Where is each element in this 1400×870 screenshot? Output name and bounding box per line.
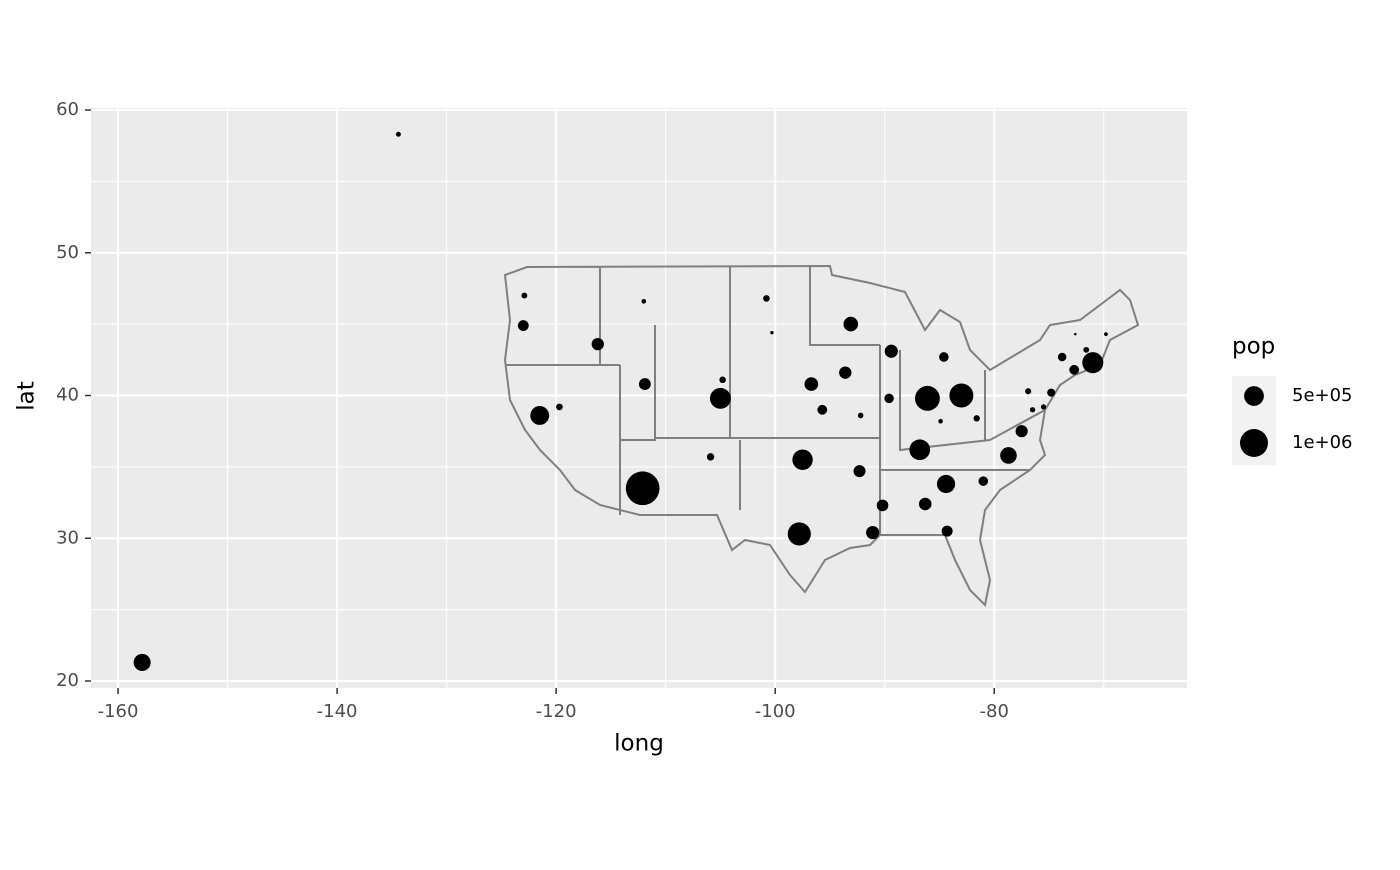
point bbox=[857, 412, 864, 419]
y-tick-label: 60 bbox=[56, 99, 79, 120]
point bbox=[817, 404, 828, 415]
point bbox=[530, 406, 550, 425]
legend-title: pop bbox=[1232, 334, 1275, 360]
point bbox=[1083, 346, 1090, 353]
y-tick-label: 50 bbox=[56, 242, 79, 263]
legend-label: 5e+05 bbox=[1292, 385, 1353, 406]
point bbox=[909, 439, 931, 461]
point bbox=[884, 393, 894, 404]
point bbox=[787, 522, 811, 546]
point bbox=[938, 418, 943, 424]
point bbox=[936, 474, 956, 494]
point bbox=[941, 525, 953, 537]
point bbox=[638, 378, 651, 391]
point bbox=[1104, 332, 1108, 336]
legend-label: 1e+06 bbox=[1292, 432, 1353, 453]
point bbox=[517, 320, 529, 331]
x-tick-label: -80 bbox=[980, 701, 1009, 722]
point bbox=[973, 415, 980, 422]
point bbox=[1057, 352, 1067, 362]
x-tick-label: -140 bbox=[317, 701, 358, 722]
point bbox=[1082, 352, 1104, 374]
point bbox=[395, 131, 401, 137]
point bbox=[1074, 332, 1077, 336]
point bbox=[556, 403, 563, 411]
point bbox=[1015, 425, 1028, 438]
y-tick-label: 40 bbox=[56, 385, 79, 406]
point bbox=[978, 476, 989, 486]
point bbox=[641, 298, 647, 304]
y-axis-label: lat bbox=[14, 381, 40, 411]
point bbox=[770, 331, 774, 335]
x-tick-label: -120 bbox=[536, 701, 577, 722]
point bbox=[763, 295, 770, 302]
point bbox=[133, 653, 151, 671]
point bbox=[709, 387, 731, 409]
grid bbox=[91, 108, 1187, 688]
point bbox=[804, 377, 819, 391]
point bbox=[591, 337, 604, 351]
point bbox=[719, 376, 726, 384]
y-tick-label: 20 bbox=[56, 670, 79, 691]
point bbox=[884, 344, 898, 358]
point bbox=[1029, 407, 1036, 413]
point bbox=[1047, 388, 1056, 397]
x-tick-label: -160 bbox=[98, 701, 139, 722]
point bbox=[706, 453, 715, 461]
point bbox=[853, 465, 866, 478]
point bbox=[1040, 404, 1047, 410]
panel bbox=[91, 108, 1187, 688]
point bbox=[792, 449, 813, 470]
point bbox=[876, 499, 889, 512]
point bbox=[625, 471, 660, 506]
point bbox=[915, 385, 940, 411]
point bbox=[949, 383, 974, 408]
legend-key bbox=[1244, 386, 1264, 406]
points bbox=[133, 131, 1108, 671]
x-axis-label: long bbox=[614, 731, 664, 757]
point bbox=[839, 366, 852, 379]
point bbox=[866, 525, 880, 540]
point bbox=[918, 497, 932, 511]
point bbox=[1000, 447, 1017, 464]
x-tick-label: -100 bbox=[755, 701, 796, 722]
point bbox=[521, 292, 528, 299]
point bbox=[1025, 388, 1032, 395]
point bbox=[843, 316, 859, 332]
y-tick-label: 30 bbox=[56, 527, 79, 548]
us-outline bbox=[503, 264, 1140, 608]
legend-key bbox=[1240, 429, 1268, 457]
point bbox=[939, 352, 949, 362]
point bbox=[1069, 364, 1080, 375]
